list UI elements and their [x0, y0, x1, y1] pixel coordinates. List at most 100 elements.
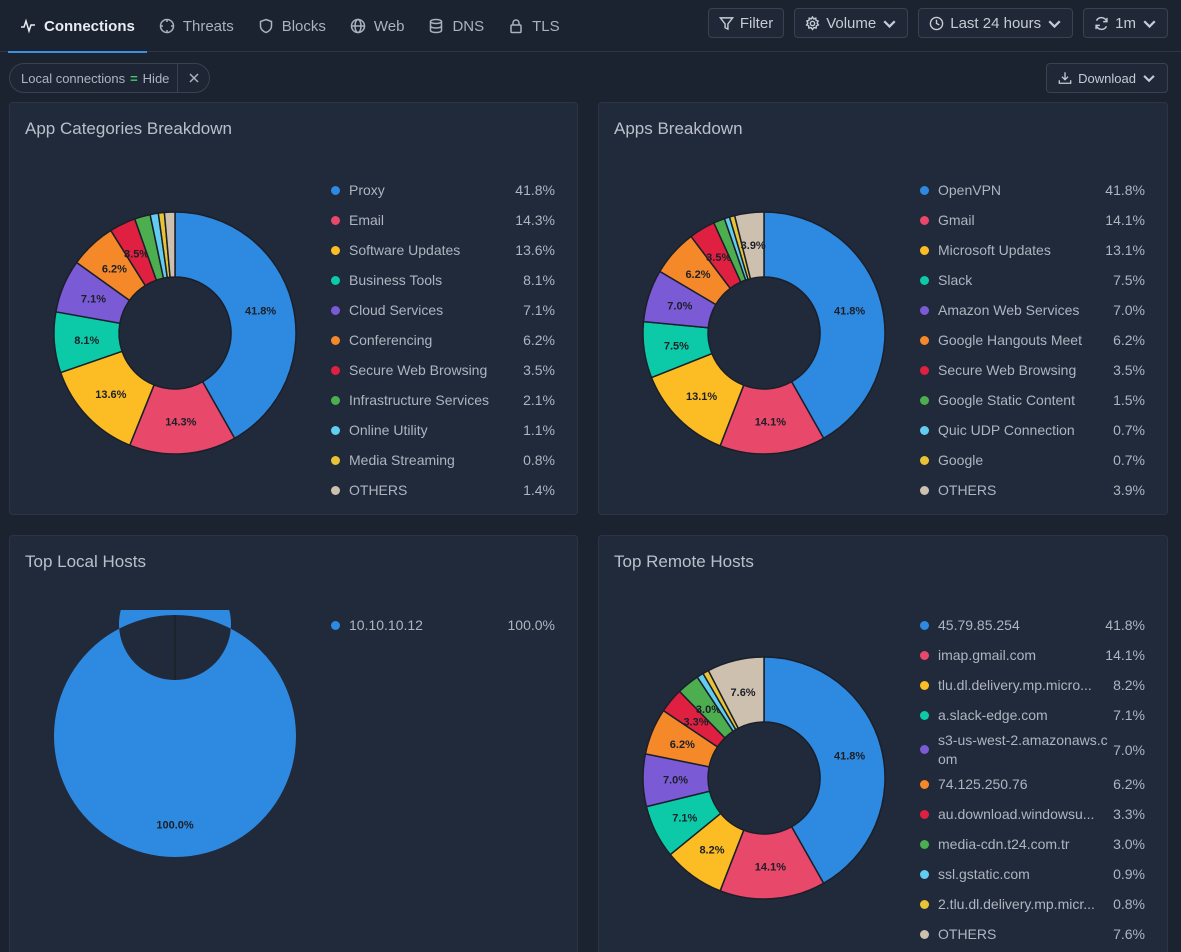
- refresh-interval-label: 1m: [1115, 14, 1136, 32]
- legend-item[interactable]: Google Hangouts Meet 6.2%: [920, 325, 1145, 355]
- legend-item[interactable]: Software Updates 13.6%: [331, 235, 555, 265]
- remove-filter-button[interactable]: [177, 64, 209, 92]
- donut-chart: 41.8% 14.1% 8.2% 7.1% 7.0% 6.2% 3.3%3.0% 7.6%: [642, 656, 886, 900]
- legend-item[interactable]: OTHERS 7.6%: [920, 919, 1145, 949]
- time-range-dropdown[interactable]: Last 24 hours: [918, 8, 1074, 38]
- legend-item[interactable]: au.download.windowsu... 3.3%: [920, 799, 1145, 829]
- chart-legend: OpenVPN 41.8% Gmail 14.1% Microsoft Updates 1…: [920, 175, 1145, 505]
- legend-swatch: [331, 455, 340, 465]
- slice-label: 7.1%: [81, 294, 106, 306]
- filter-chip-text: Local connections = Hide: [10, 71, 177, 86]
- legend-item[interactable]: Google Static Content 1.5%: [920, 385, 1145, 415]
- legend-label: Google Hangouts Meet: [938, 331, 1082, 348]
- slice-label: 13.6%: [95, 389, 126, 401]
- legend-value: 7.1%: [523, 302, 555, 318]
- legend-item[interactable]: Gmail 14.1%: [920, 205, 1145, 235]
- slice-label: 7.6%: [731, 687, 756, 699]
- legend-swatch: [920, 275, 929, 285]
- legend-item[interactable]: Media Streaming 0.8%: [331, 445, 555, 475]
- tab-dns[interactable]: DNS: [416, 0, 496, 52]
- legend-item[interactable]: Secure Web Browsing 3.5%: [331, 355, 555, 385]
- slice-label: 100.0%: [156, 820, 194, 832]
- slice-label: 3.9%: [741, 240, 766, 252]
- legend-value: 14.1%: [1105, 212, 1145, 228]
- legend-label: Conferencing: [349, 331, 433, 348]
- legend-item[interactable]: Google 0.7%: [920, 445, 1145, 475]
- legend-item[interactable]: Quic UDP Connection 0.7%: [920, 415, 1145, 445]
- legend-item[interactable]: Infrastructure Services 2.1%: [331, 385, 555, 415]
- legend-value: 41.8%: [1105, 617, 1145, 633]
- legend-item[interactable]: Online Utility 1.1%: [331, 415, 555, 445]
- tab-web[interactable]: Web: [338, 0, 417, 52]
- legend-value: 6.2%: [523, 332, 555, 348]
- slice-label: 8.1%: [74, 335, 99, 347]
- legend-label: ssl.gstatic.com: [938, 865, 1030, 882]
- refresh-interval-dropdown[interactable]: 1m: [1083, 8, 1168, 38]
- close-icon: [189, 73, 199, 83]
- top-local-hosts-panel: Top Local Hosts 100.0% 10.10.10.12 100.0%: [9, 535, 578, 952]
- donut-slice[interactable]: [707, 656, 765, 730]
- slice-label: 3.0%: [696, 704, 721, 716]
- tab-blocks[interactable]: Blocks: [246, 0, 338, 52]
- legend-item[interactable]: Secure Web Browsing 3.5%: [920, 355, 1145, 385]
- legend-value: 13.6%: [515, 242, 555, 258]
- legend-label: Microsoft Updates: [938, 241, 1051, 258]
- legend-item[interactable]: OTHERS 3.9%: [920, 475, 1145, 505]
- chevron-down-icon: [1143, 75, 1155, 83]
- tab-connections[interactable]: Connections: [8, 0, 147, 53]
- slice-label: 6.2%: [685, 269, 710, 281]
- legend-item[interactable]: imap.gmail.com 14.1%: [920, 640, 1145, 670]
- legend-item[interactable]: 2.tlu.dl.delivery.mp.micr... 0.8%: [920, 889, 1145, 919]
- legend-item[interactable]: ssl.gstatic.com 0.9%: [920, 859, 1145, 889]
- legend-item[interactable]: s3-us-west-2.amazonaws.com 7.0%: [920, 730, 1145, 769]
- slice-label: 3.5%: [124, 248, 149, 260]
- legend-value: 7.6%: [1113, 926, 1145, 942]
- legend-item[interactable]: Slack 7.5%: [920, 265, 1145, 295]
- donut-slice[interactable]: [54, 610, 296, 857]
- metric-dropdown[interactable]: Volume: [794, 8, 909, 38]
- donut-slice[interactable]: [174, 211, 297, 440]
- legend-item[interactable]: 10.10.10.12 100.0%: [331, 610, 555, 640]
- legend-value: 41.8%: [515, 182, 555, 198]
- legend-item[interactable]: tlu.dl.delivery.mp.micro... 8.2%: [920, 670, 1145, 700]
- legend-label: Gmail: [938, 211, 975, 228]
- legend-item[interactable]: media-cdn.t24.com.tr 3.0%: [920, 829, 1145, 859]
- tab-label: Connections: [44, 17, 135, 35]
- legend-item[interactable]: Cloud Services 7.1%: [331, 295, 555, 325]
- donut-slice[interactable]: [763, 211, 886, 440]
- legend-item[interactable]: Proxy 41.8%: [331, 175, 555, 205]
- toolbar-controls: Filter Volume Last 24 hours 1m: [707, 8, 1168, 38]
- legend-value: 0.8%: [1113, 896, 1145, 912]
- legend-label: tlu.dl.delivery.mp.micro...: [938, 676, 1092, 693]
- panel-title: Top Remote Hosts: [614, 552, 754, 571]
- legend-item[interactable]: Amazon Web Services 7.0%: [920, 295, 1145, 325]
- legend-label: 74.125.250.76: [938, 775, 1028, 792]
- legend-item[interactable]: Business Tools 8.1%: [331, 265, 555, 295]
- legend-item[interactable]: 45.79.85.254 41.8%: [920, 610, 1145, 640]
- legend-swatch: [920, 745, 929, 754]
- legend-item[interactable]: Conferencing 6.2%: [331, 325, 555, 355]
- legend-value: 0.8%: [523, 452, 555, 468]
- legend-label: s3-us-west-2.amazonaws.com: [938, 731, 1108, 767]
- legend-label: Google Static Content: [938, 391, 1075, 408]
- tab-tls[interactable]: TLS: [496, 0, 572, 52]
- donut-slice[interactable]: [733, 211, 765, 280]
- tab-threats[interactable]: Threats: [147, 0, 246, 52]
- filter-chip-local-connections[interactable]: Local connections = Hide: [9, 63, 211, 93]
- panel-title: App Categories Breakdown: [25, 119, 232, 138]
- slice-label: 14.1%: [755, 416, 786, 428]
- legend-value: 3.0%: [1113, 836, 1145, 852]
- donut-slice[interactable]: [163, 211, 176, 279]
- legend-item[interactable]: 74.125.250.76 6.2%: [920, 769, 1145, 799]
- legend-item[interactable]: Email 14.3%: [331, 205, 555, 235]
- donut-slice[interactable]: [763, 656, 886, 885]
- legend-swatch: [331, 425, 340, 435]
- legend-item[interactable]: a.slack-edge.com 7.1%: [920, 700, 1145, 730]
- filter-button[interactable]: Filter: [707, 8, 785, 38]
- refresh-icon: [1095, 16, 1108, 30]
- legend-value: 6.2%: [1113, 776, 1145, 792]
- legend-item[interactable]: OpenVPN 41.8%: [920, 175, 1145, 205]
- legend-item[interactable]: Microsoft Updates 13.1%: [920, 235, 1145, 265]
- legend-item[interactable]: OTHERS 1.4%: [331, 475, 555, 505]
- download-button[interactable]: Download: [1046, 63, 1168, 93]
